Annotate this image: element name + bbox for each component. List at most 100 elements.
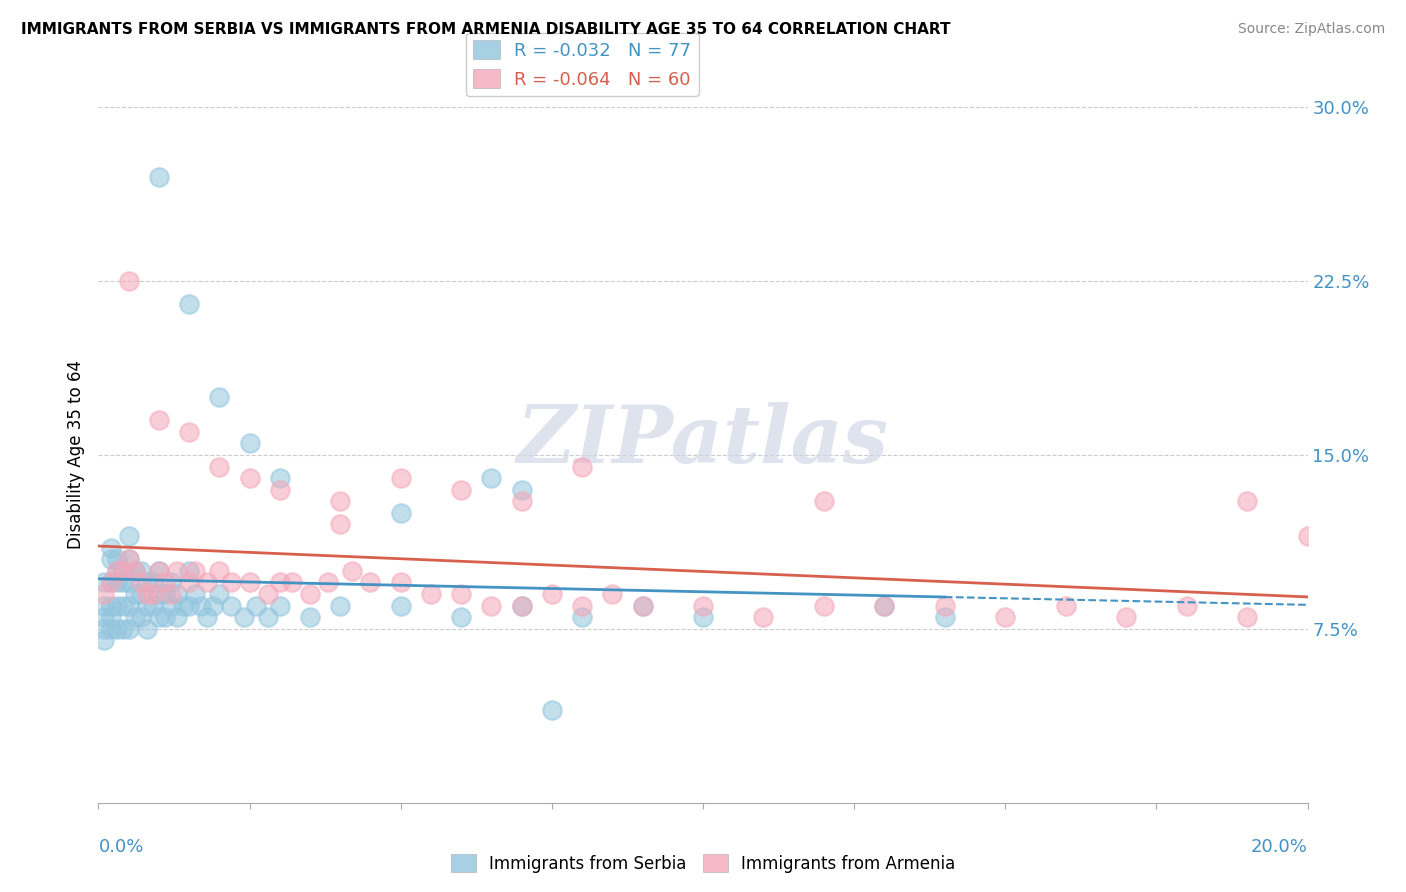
Point bbox=[135, 622, 157, 636]
Point bbox=[571, 459, 593, 474]
Point bbox=[813, 494, 835, 508]
Point bbox=[179, 564, 201, 578]
Point bbox=[602, 587, 624, 601]
Point bbox=[481, 599, 503, 613]
Point bbox=[1175, 599, 1198, 613]
Legend: R = -0.032   N = 77, R = -0.064   N = 60: R = -0.032 N = 77, R = -0.064 N = 60 bbox=[465, 33, 699, 95]
Point bbox=[100, 575, 122, 590]
Point bbox=[299, 610, 322, 624]
Point bbox=[934, 599, 956, 613]
Point bbox=[752, 610, 775, 624]
Point bbox=[269, 483, 291, 497]
Point bbox=[105, 622, 128, 636]
Point bbox=[450, 587, 472, 601]
Point bbox=[142, 599, 165, 613]
Point bbox=[1054, 599, 1077, 613]
Point bbox=[1296, 529, 1319, 543]
Point bbox=[360, 575, 382, 590]
Point bbox=[221, 599, 243, 613]
Legend: Immigrants from Serbia, Immigrants from Armenia: Immigrants from Serbia, Immigrants from … bbox=[444, 847, 962, 880]
Point bbox=[148, 610, 170, 624]
Point bbox=[221, 575, 243, 590]
Point bbox=[179, 575, 201, 590]
Text: 0.0%: 0.0% bbox=[98, 838, 143, 855]
Point bbox=[153, 587, 176, 601]
Point bbox=[540, 587, 562, 601]
Point bbox=[540, 703, 562, 717]
Point bbox=[129, 564, 152, 578]
Point bbox=[934, 610, 956, 624]
Point bbox=[105, 552, 128, 566]
Point bbox=[256, 610, 278, 624]
Point bbox=[148, 587, 170, 601]
Point bbox=[111, 599, 134, 613]
Point bbox=[208, 587, 231, 601]
Point bbox=[1115, 610, 1137, 624]
Point bbox=[1236, 610, 1258, 624]
Point bbox=[129, 610, 152, 624]
Point bbox=[329, 494, 352, 508]
Point bbox=[100, 575, 122, 590]
Point bbox=[692, 610, 714, 624]
Point bbox=[93, 599, 115, 613]
Point bbox=[692, 599, 714, 613]
Point bbox=[93, 575, 115, 590]
Point bbox=[160, 575, 183, 590]
Point bbox=[105, 575, 128, 590]
Point bbox=[153, 610, 176, 624]
Point bbox=[510, 599, 533, 613]
Point bbox=[510, 494, 533, 508]
Point bbox=[389, 575, 412, 590]
Point bbox=[1236, 494, 1258, 508]
Point bbox=[232, 610, 254, 624]
Point bbox=[813, 599, 835, 613]
Point bbox=[510, 483, 533, 497]
Point bbox=[299, 587, 322, 601]
Point bbox=[571, 610, 593, 624]
Point bbox=[208, 564, 231, 578]
Point bbox=[111, 622, 134, 636]
Point bbox=[142, 587, 165, 601]
Point bbox=[329, 599, 352, 613]
Point bbox=[269, 599, 291, 613]
Point bbox=[316, 575, 339, 590]
Point bbox=[571, 599, 593, 613]
Point bbox=[239, 575, 262, 590]
Point bbox=[179, 425, 201, 439]
Point bbox=[179, 297, 201, 311]
Point bbox=[329, 517, 352, 532]
Point bbox=[124, 564, 146, 578]
Point bbox=[166, 587, 188, 601]
Point bbox=[420, 587, 443, 601]
Point bbox=[100, 599, 122, 613]
Point bbox=[160, 599, 183, 613]
Point bbox=[100, 541, 122, 555]
Point bbox=[129, 587, 152, 601]
Text: Source: ZipAtlas.com: Source: ZipAtlas.com bbox=[1237, 22, 1385, 37]
Point bbox=[118, 622, 141, 636]
Point bbox=[269, 575, 291, 590]
Point bbox=[148, 169, 170, 184]
Point bbox=[153, 575, 176, 590]
Point bbox=[93, 633, 115, 648]
Point bbox=[450, 483, 472, 497]
Point bbox=[208, 459, 231, 474]
Point bbox=[118, 552, 141, 566]
Point bbox=[100, 552, 122, 566]
Point bbox=[93, 610, 115, 624]
Point bbox=[873, 599, 896, 613]
Point bbox=[239, 436, 262, 450]
Point bbox=[239, 471, 262, 485]
Point bbox=[148, 413, 170, 427]
Point bbox=[118, 552, 141, 566]
Point bbox=[118, 529, 141, 543]
Point bbox=[105, 564, 128, 578]
Point bbox=[179, 599, 201, 613]
Point bbox=[100, 610, 122, 624]
Point bbox=[118, 274, 141, 288]
Point bbox=[184, 564, 207, 578]
Point bbox=[256, 587, 278, 601]
Point bbox=[135, 599, 157, 613]
Point bbox=[105, 564, 128, 578]
Point bbox=[190, 599, 212, 613]
